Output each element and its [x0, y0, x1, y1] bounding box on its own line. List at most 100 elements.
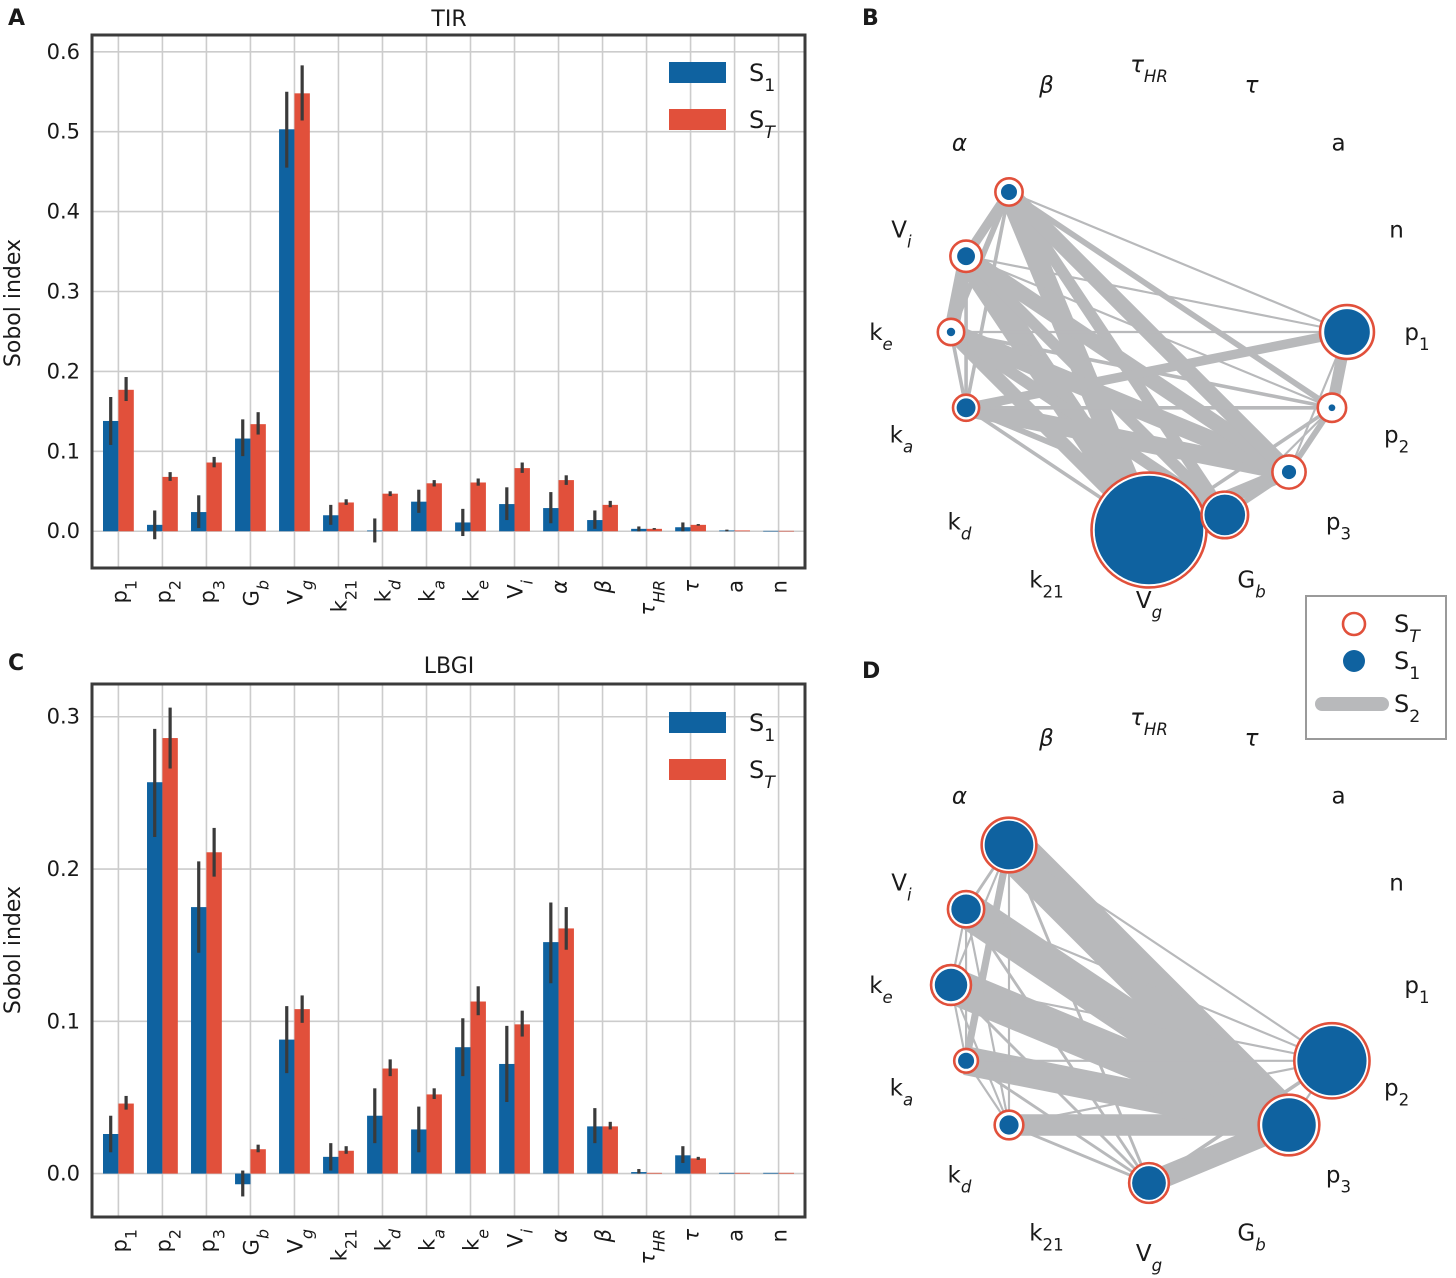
- node-s1-Vg: [1094, 475, 1204, 585]
- bar-st-beta: [602, 504, 618, 532]
- x-tick-label-Gb: Gb: [239, 580, 272, 606]
- node-label-tauHR: τHR: [1130, 52, 1168, 86]
- node-label-p2: p2: [1384, 1076, 1409, 1110]
- bar-st-ka: [426, 1094, 442, 1174]
- node-s1-p3: [1281, 464, 1297, 480]
- legend-st-marker: [1341, 611, 1367, 637]
- x-tick-label-p1: p1: [107, 580, 140, 603]
- node-label-p3: p3: [1326, 510, 1351, 544]
- x-tick-label-alpha: α: [548, 1229, 572, 1243]
- panel-d-label: D: [862, 659, 880, 684]
- node-label-Vi: Vi: [891, 217, 912, 251]
- edge-p3-ka: [964, 398, 1291, 481]
- node-label-ke: ke: [869, 973, 893, 1007]
- node-s1-ke: [946, 327, 956, 337]
- node-label-kd: kd: [948, 1163, 972, 1197]
- legend-label-s1: S1: [1394, 647, 1420, 684]
- node-label-tauHR: τHR: [1130, 705, 1168, 739]
- node-s1-p2: [1328, 404, 1336, 412]
- bar-s1-Vg: [279, 1039, 295, 1174]
- network-nodes: [936, 177, 1376, 589]
- node-label-a: a: [1331, 783, 1345, 809]
- network-nodes: [929, 816, 1371, 1205]
- x-tick-label-beta: β: [592, 580, 616, 594]
- x-tick-label-p3: p3: [195, 1229, 228, 1252]
- legend-label-s2: S2: [1394, 690, 1420, 727]
- network-edges: [943, 186, 1353, 541]
- bar-st-p3: [206, 852, 222, 1174]
- bar-s1-p2: [147, 782, 163, 1174]
- bar-st-alpha: [558, 480, 574, 532]
- legend-swatch-s1: [669, 712, 726, 733]
- x-tick-label-a: a: [724, 1229, 748, 1242]
- node-s1-p2: [1297, 1026, 1367, 1096]
- panel-a-bar-chart: A TIR 0.0 0.1 0.2 0.3 0.4 0.5 0.6 p1 p2 p3 Gb Vg k21…: [1, 6, 807, 616]
- panel-b-label: B: [862, 6, 879, 31]
- y-tick-label: 0.2: [47, 857, 80, 881]
- legend-label-st: ST: [749, 106, 776, 143]
- x-tick-label-ke: ke: [460, 580, 493, 602]
- bar-st-kd: [382, 493, 398, 532]
- panel-a-plot-area: 0.0 0.1 0.2 0.3 0.4 0.5 0.6 p1 p2 p3 Gb Vg k21 kdkake…: [47, 33, 807, 616]
- panel-a-legend: S1 ST: [669, 59, 776, 143]
- node-label-Vg: Vg: [1136, 1241, 1162, 1275]
- node-label-a: a: [1331, 130, 1345, 156]
- bar-st-p2: [162, 476, 178, 532]
- node-s1-Gb: [1204, 494, 1246, 536]
- bar-st-p1: [118, 389, 134, 532]
- node-label-p3: p3: [1326, 1163, 1351, 1197]
- legend-swatch-s1: [669, 62, 726, 83]
- bar-s1-p1: [103, 1134, 119, 1174]
- bar-s1-kd: [367, 1115, 383, 1174]
- bar-st-p3: [206, 462, 222, 532]
- node-label-k21: k21: [1029, 1221, 1063, 1255]
- bar-st-Vg: [294, 93, 310, 532]
- panel-a-label: A: [8, 6, 25, 31]
- edge-ka-alpha: [964, 191, 1011, 409]
- bar-st-alpha: [558, 928, 574, 1174]
- node-label-beta: β: [1038, 72, 1054, 98]
- plot-frame: [90, 682, 807, 1219]
- bar-st-beta: [602, 1126, 618, 1174]
- legend-swatch-st: [669, 759, 726, 780]
- bar-st-tau: [690, 1158, 706, 1174]
- node-label-kd: kd: [948, 510, 972, 544]
- panel-b-network: B p1 n a τ τHR β α Vi ke ka kd k21 Vg Gb p3 p2: [862, 6, 1430, 622]
- node-s1-kd: [999, 1115, 1019, 1135]
- x-tick-label-p1: p1: [107, 1229, 140, 1252]
- panel-c-title: LBGI: [424, 654, 475, 679]
- bar-st-ka: [426, 483, 442, 532]
- bar-st-Vg: [294, 1009, 310, 1174]
- bar-st-n: [778, 530, 794, 532]
- bar-s1-tau: [675, 1155, 691, 1174]
- x-tick-label-Vg: Vg: [283, 1229, 316, 1253]
- node-label-Vg: Vg: [1136, 588, 1162, 622]
- bar-st-a: [734, 530, 750, 532]
- x-tick-label-beta: β: [592, 1229, 616, 1243]
- edge-p2-ke: [950, 983, 1333, 1062]
- panel-b-network-graph: p1 n a τ τHR β α Vi ke ka kd k21 Vg Gb p3 p2: [869, 52, 1429, 622]
- bar-s1-Vi: [499, 1063, 515, 1174]
- bar-st-ke: [470, 1001, 486, 1174]
- bar-s1-beta: [587, 1126, 603, 1174]
- node-s1-ka: [956, 398, 976, 418]
- bar-st-ke: [470, 482, 486, 532]
- node-label-Gb: Gb: [1237, 568, 1265, 602]
- x-tick-label-p3: p3: [195, 580, 228, 603]
- node-label-tau: τ: [1245, 72, 1259, 98]
- bar-st-tauHR: [646, 1172, 662, 1174]
- edge-p2-alpha: [1008, 844, 1333, 1062]
- y-tick-label: 0.5: [47, 120, 80, 144]
- node-s1-Vi: [957, 247, 975, 266]
- node-label-alpha: α: [952, 130, 967, 156]
- panel-c-label: C: [8, 651, 24, 676]
- panel-a-title: TIR: [430, 7, 466, 32]
- node-s1-alpha: [984, 820, 1034, 870]
- bar-st-tauHR: [646, 528, 662, 532]
- node-s1-ke: [934, 968, 968, 1002]
- network-edges: [944, 829, 1333, 1193]
- bar-s1-n: [763, 1172, 779, 1174]
- node-label-beta: β: [1038, 725, 1054, 751]
